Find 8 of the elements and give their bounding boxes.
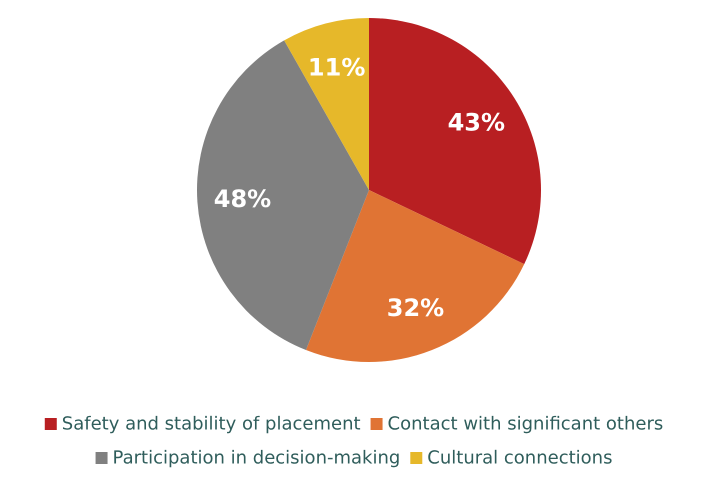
data-label: 11% — [308, 53, 366, 82]
legend-label: Safety and stability of placement — [62, 414, 361, 434]
legend-label: Contact with significant others — [388, 414, 664, 434]
data-label: 48% — [214, 184, 272, 213]
legend-label: Participation in decision-making — [112, 448, 400, 468]
data-label: 43% — [448, 108, 506, 136]
data-label: 32% — [386, 294, 444, 322]
legend-label: Cultural connections — [427, 448, 612, 468]
